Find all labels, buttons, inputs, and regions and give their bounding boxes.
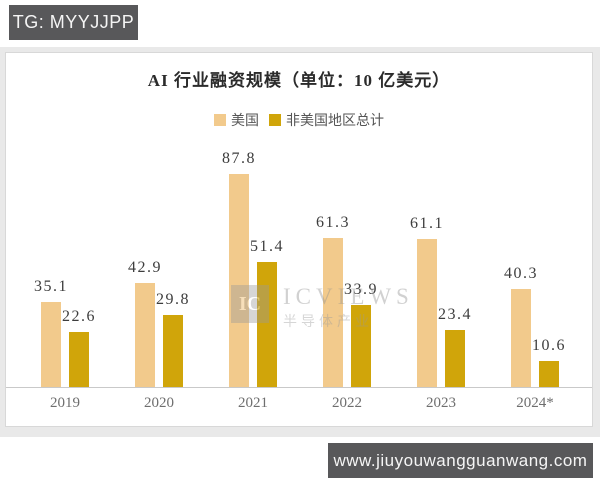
- x-axis-label: 2022: [332, 395, 362, 411]
- chart-title: AI 行业融资规模（单位：10 亿美元）: [147, 71, 451, 90]
- chart-legend: 美国 非美国地区总计: [6, 110, 592, 130]
- chart-group: 42.9 29.8 2020: [119, 53, 199, 411]
- x-axis-label: 2023: [426, 395, 456, 411]
- value-label: 10.6: [532, 337, 566, 354]
- x-axis-label: 2024*: [516, 395, 554, 411]
- bar: [229, 174, 249, 387]
- url-badge-text: www.jiuyouwangguanwang.com: [333, 450, 588, 470]
- tg-badge-text: TG: MYYJJPP: [12, 12, 135, 32]
- legend-swatch: [214, 114, 226, 126]
- legend-label: 非美国地区总计: [286, 114, 384, 129]
- value-label: 35.1: [34, 278, 68, 295]
- x-axis-label: 2021: [238, 395, 268, 411]
- value-label: 51.4: [250, 238, 284, 255]
- bar: [351, 305, 371, 387]
- x-axis-label: 2020: [144, 395, 174, 411]
- chart-group: 61.1 23.4 2023: [401, 53, 481, 411]
- bar: [417, 239, 437, 387]
- bar: [445, 330, 465, 387]
- bar: [135, 283, 155, 387]
- legend-item-us: 美国: [214, 110, 259, 130]
- value-label: 22.6: [62, 308, 96, 325]
- chart-group: 87.8 51.4 2021: [213, 53, 293, 411]
- bar-chart: 35.1 22.6 2019 42.9 29.8 2020 87.8 51.4 2021 61.3…: [6, 53, 592, 411]
- value-label: 87.8: [222, 150, 256, 167]
- value-label: 61.3: [316, 214, 350, 231]
- tg-badge: TG: MYYJJPP: [9, 5, 138, 40]
- value-label: 29.8: [156, 291, 190, 308]
- value-label: 40.3: [504, 265, 538, 282]
- bar: [257, 262, 277, 387]
- legend-swatch: [269, 114, 281, 126]
- chart-group: 61.3 33.9 2022: [307, 53, 387, 411]
- bar: [69, 332, 89, 387]
- bar: [41, 302, 61, 387]
- bar: [323, 238, 343, 387]
- x-axis-label: 2019: [50, 395, 80, 411]
- value-label: 42.9: [128, 259, 162, 276]
- chart-card: AI 行业融资规模（单位：10 亿美元） 美国 非美国地区总计 35.1 22.6…: [5, 52, 593, 427]
- legend-item-non-us: 非美国地区总计: [269, 110, 384, 130]
- chart-group: 35.1 22.6 2019: [25, 53, 105, 411]
- x-axis-line: [6, 387, 592, 388]
- legend-label: 美国: [231, 114, 259, 129]
- bar: [511, 289, 531, 387]
- url-badge: www.jiuyouwangguanwang.com: [328, 443, 593, 478]
- bar: [163, 315, 183, 387]
- bar: [539, 361, 559, 387]
- value-label: 33.9: [344, 281, 378, 298]
- value-label: 61.1: [410, 215, 444, 232]
- value-label: 23.4: [438, 306, 472, 323]
- chart-group: 40.3 10.6 2024*: [495, 53, 575, 411]
